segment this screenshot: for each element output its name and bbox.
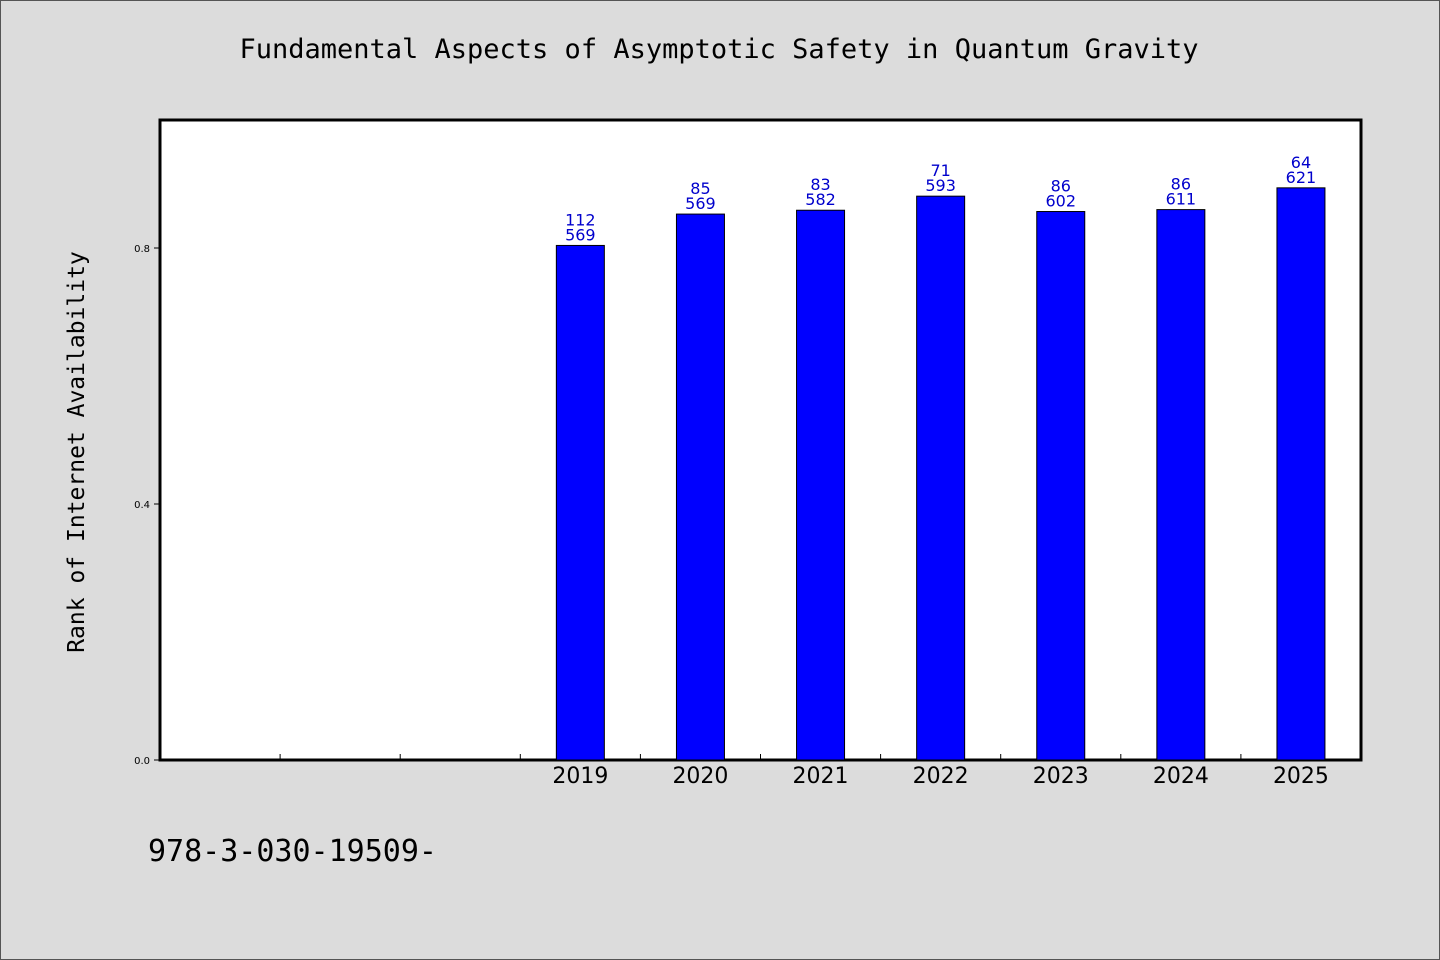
bar-label-bottom: 621 [1286,168,1317,187]
bar [1036,211,1086,761]
bar [675,213,725,761]
x-tick-label: 2021 [793,764,849,789]
bar-label-top: 112 [565,210,596,229]
y-tick-label: 0.8 [134,244,150,255]
isbn-text: 978-3-030-19509- [148,834,437,869]
bar-label-bottom: 611 [1166,190,1197,209]
bar-label-top: 86 [1171,175,1191,194]
x-tick-label: 2022 [913,764,969,789]
x-tick-label: 2024 [1153,764,1209,789]
bar-label-top: 86 [1051,177,1071,196]
x-tick-label: 2019 [552,764,608,789]
y-tick-label: 0.0 [134,756,150,767]
bar [1276,187,1326,761]
bar-label-bottom: 582 [805,190,836,209]
bar-label-top: 85 [690,179,710,198]
bar-label-top: 64 [1291,153,1311,172]
x-tick-label: 2025 [1273,764,1329,789]
bar [555,244,605,761]
bar [796,209,846,761]
bar-label-bottom: 602 [1045,192,1076,211]
bar [1156,209,1206,761]
bar-label-bottom: 593 [925,176,956,195]
x-tick-label: 2023 [1033,764,1089,789]
bar [916,195,966,761]
bar-label-bottom: 569 [565,225,596,244]
bar-label-bottom: 569 [685,194,716,213]
y-tick-label: 0.4 [134,500,150,511]
chart-title: Fundamental Aspects of Asymptotic Safety… [239,34,1199,65]
x-tick-label: 2020 [672,764,728,789]
bar-label-top: 83 [810,175,830,194]
bar-label-top: 71 [930,161,950,180]
